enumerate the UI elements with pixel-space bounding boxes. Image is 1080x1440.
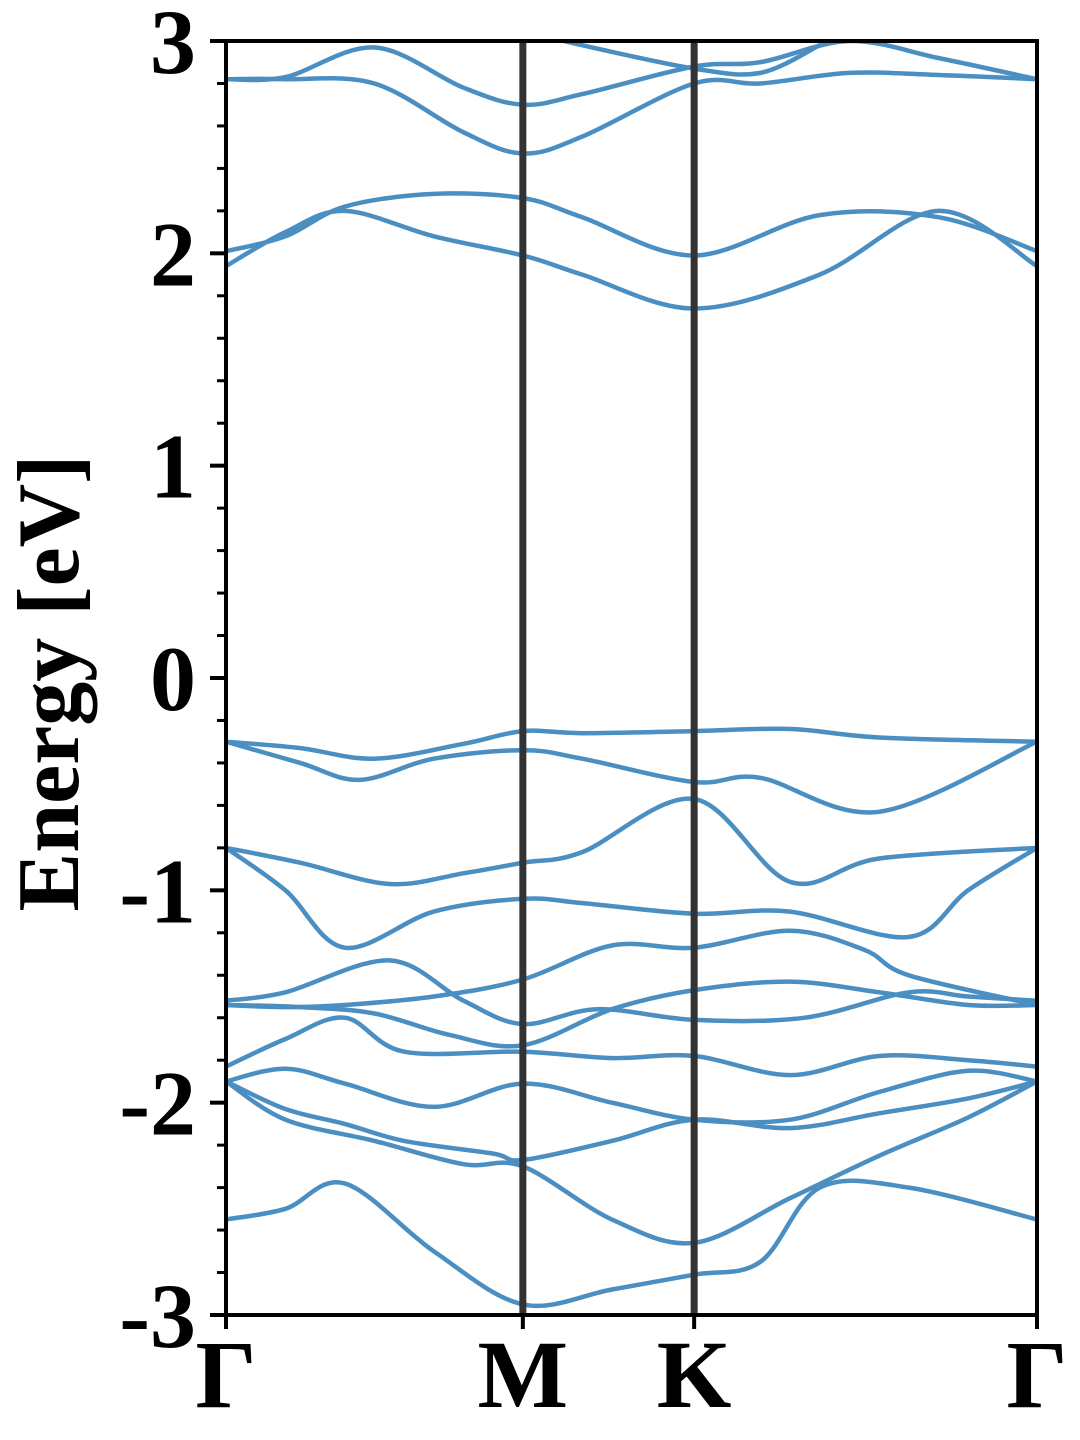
band-line-12 [226,979,1037,1049]
y-axis-label: Energy [eV] [1,455,98,912]
y-tick-label: 1 [150,416,196,518]
y-tick-label: -2 [119,1053,196,1155]
y-tick-label: -3 [119,1265,196,1367]
band-line-14 [226,1066,1037,1125]
band-line-2 [226,70,1037,156]
y-tick-label: 3 [150,0,196,93]
band-line-5 [226,208,1037,311]
x-tick-label-K: K [657,1321,732,1428]
band-line-4 [226,191,1037,258]
band-line-9 [226,845,1037,951]
band-line-13 [226,1015,1037,1078]
band-line-11 [226,928,1037,1010]
x-tick-label-Γ: Γ [1006,1321,1067,1428]
band-line-1 [226,41,1037,108]
band-line-10 [226,958,1037,1027]
band-lines-group [226,41,1037,1309]
band-line-16 [226,1079,1037,1246]
band-line-7 [226,739,1037,815]
band-line-8 [226,796,1037,887]
band-line-15 [226,1079,1037,1163]
y-tick-label: -1 [119,840,196,942]
band-line-17 [226,1178,1037,1309]
y-tick-label: 0 [150,628,196,730]
high-symmetry-lines-group [519,41,698,1315]
x-tick-label-Γ: Γ [195,1321,256,1428]
band-line-6 [226,726,1037,761]
y-tick-label: 2 [150,203,196,305]
y-axis-ticks: 3 2 1 0 -1 -2 -3 [119,0,226,1367]
band-line-3 [554,41,822,77]
x-tick-label-M: M [478,1321,569,1428]
